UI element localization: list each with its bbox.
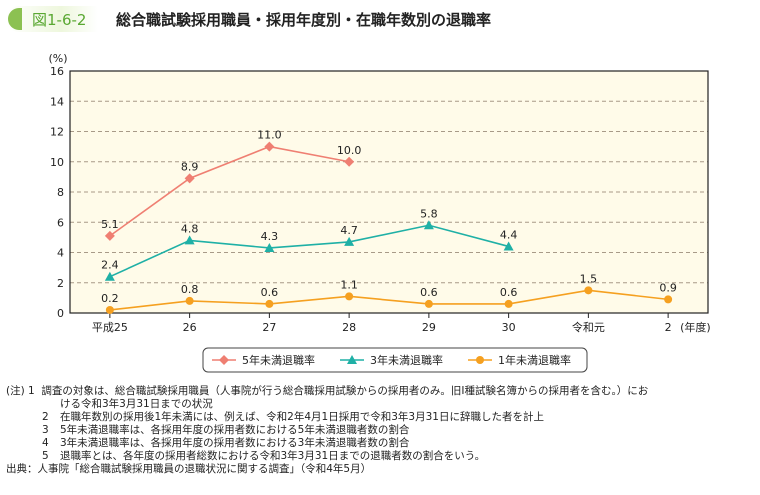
data-point (264, 141, 275, 152)
note-1: (注) 1 調査の対象は、総合職試験採用職員（人事院が行う総合職採用試験からの採… (6, 385, 649, 397)
data-label: 0.6 (420, 286, 438, 299)
legend-box (202, 347, 588, 373)
data-point (345, 292, 354, 301)
note-3: 3 5年未満退職率は、各採用年度の採用者数における5年未満退職者数の割合 (42, 424, 410, 436)
data-label: 5.1 (101, 218, 119, 231)
data-label: 2.4 (101, 259, 119, 272)
legend-label: 5年未満退職率 (242, 353, 315, 367)
data-label: 10.0 (337, 144, 362, 157)
x-tick-label: 2 (665, 321, 672, 334)
x-tick-label: 28 (342, 321, 356, 334)
x-tick-label: 27 (262, 321, 276, 334)
x-tick-label: 平成25 (92, 321, 128, 334)
data-point (105, 305, 114, 314)
figure-label-badge: 図1-6-2 (6, 6, 98, 32)
series-line-1 (109, 145, 350, 237)
data-point (344, 156, 355, 167)
data-point (423, 220, 434, 230)
data-point (504, 299, 513, 308)
data-label: 4.7 (340, 224, 358, 237)
data-point (265, 299, 274, 308)
data-point (344, 236, 355, 246)
plot-frame (69, 70, 709, 314)
y-tick-label: 16 (50, 65, 64, 78)
y-axis-label: (%) (48, 52, 67, 65)
data-label: 0.9 (659, 281, 677, 294)
data-point (104, 271, 115, 281)
y-tick-label: 6 (57, 216, 64, 229)
data-label: 0.8 (181, 283, 199, 296)
note-4: 4 3年未満退職率は、各採用年度の採用者数における3年未満退職者数の割合 (42, 437, 410, 449)
data-label: 5.8 (420, 207, 438, 220)
data-label: 1.5 (580, 272, 598, 285)
data-point (664, 295, 673, 304)
series-line-2 (109, 224, 509, 278)
data-label: 4.4 (500, 228, 518, 241)
x-tick-label: 30 (502, 321, 516, 334)
data-point (184, 173, 195, 184)
y-tick-label: 0 (57, 307, 64, 320)
data-point (185, 296, 194, 305)
y-tick-label: 12 (50, 126, 64, 139)
note-5: 5 退職率とは、各年度の採用者総数における令和3年3月31日までの退職者数の割合を… (42, 450, 486, 462)
data-label: 0.2 (101, 292, 119, 305)
data-point (104, 230, 115, 241)
y-tick-label: 8 (57, 186, 64, 199)
note-2: 2 在職年数別の採用後1年未満には、例えば、令和2年4月1日採用で令和3年3月31… (42, 411, 544, 423)
line-chart: 0 2 4 6 8 10 12 14 16(%) 平成25 26 27 28 29 30 令和元 2 (年度) 5.… (48, 52, 711, 373)
legend-label: 1年未満退職率 (498, 353, 571, 367)
data-point (424, 299, 433, 308)
legend-marker (219, 355, 229, 365)
chart-title: 総合職試験採用職員・採用年度別・在職年数別の退職率 (116, 10, 492, 29)
data-label: 4.3 (261, 230, 279, 243)
data-label: 0.6 (500, 286, 518, 299)
data-label: 8.9 (181, 160, 199, 173)
legend-marker (347, 355, 357, 364)
x-tick-label: 29 (422, 321, 436, 334)
legend-label: 3年未満退職率 (370, 353, 443, 367)
data-label: 11.0 (257, 129, 282, 142)
data-point (184, 235, 195, 245)
x-axis-label: (年度) (680, 320, 711, 334)
figure-header: 図1-6-2 総合職試験採用職員・採用年度別・在職年数別の退職率 (6, 6, 491, 32)
y-tick-label: 2 (57, 277, 64, 290)
source: 出典：人事院「総合職試験採用職員の退職状況に関する調査」（令和4年5月） (6, 463, 372, 475)
note-1-cont: ける令和3年3月31日までの状況 (60, 398, 213, 410)
series-line-3 (109, 289, 669, 311)
figure-label: 図1-6-2 (32, 11, 87, 29)
data-label: 0.6 (261, 286, 279, 299)
data-label: 4.8 (181, 222, 199, 235)
data-point (503, 241, 514, 251)
y-tick-label: 10 (50, 156, 64, 169)
notes: (注) 1 調査の対象は、総合職試験採用職員（人事院が行う総合職採用試験からの採… (6, 385, 648, 476)
data-label: 1.1 (340, 278, 358, 291)
data-point (584, 286, 593, 295)
y-tick-label: 4 (57, 247, 64, 260)
x-tick-label: 26 (183, 321, 197, 334)
legend-marker (476, 356, 484, 364)
x-tick-label: 令和元 (572, 320, 605, 334)
data-point (264, 242, 275, 252)
y-tick-label: 14 (50, 95, 64, 108)
